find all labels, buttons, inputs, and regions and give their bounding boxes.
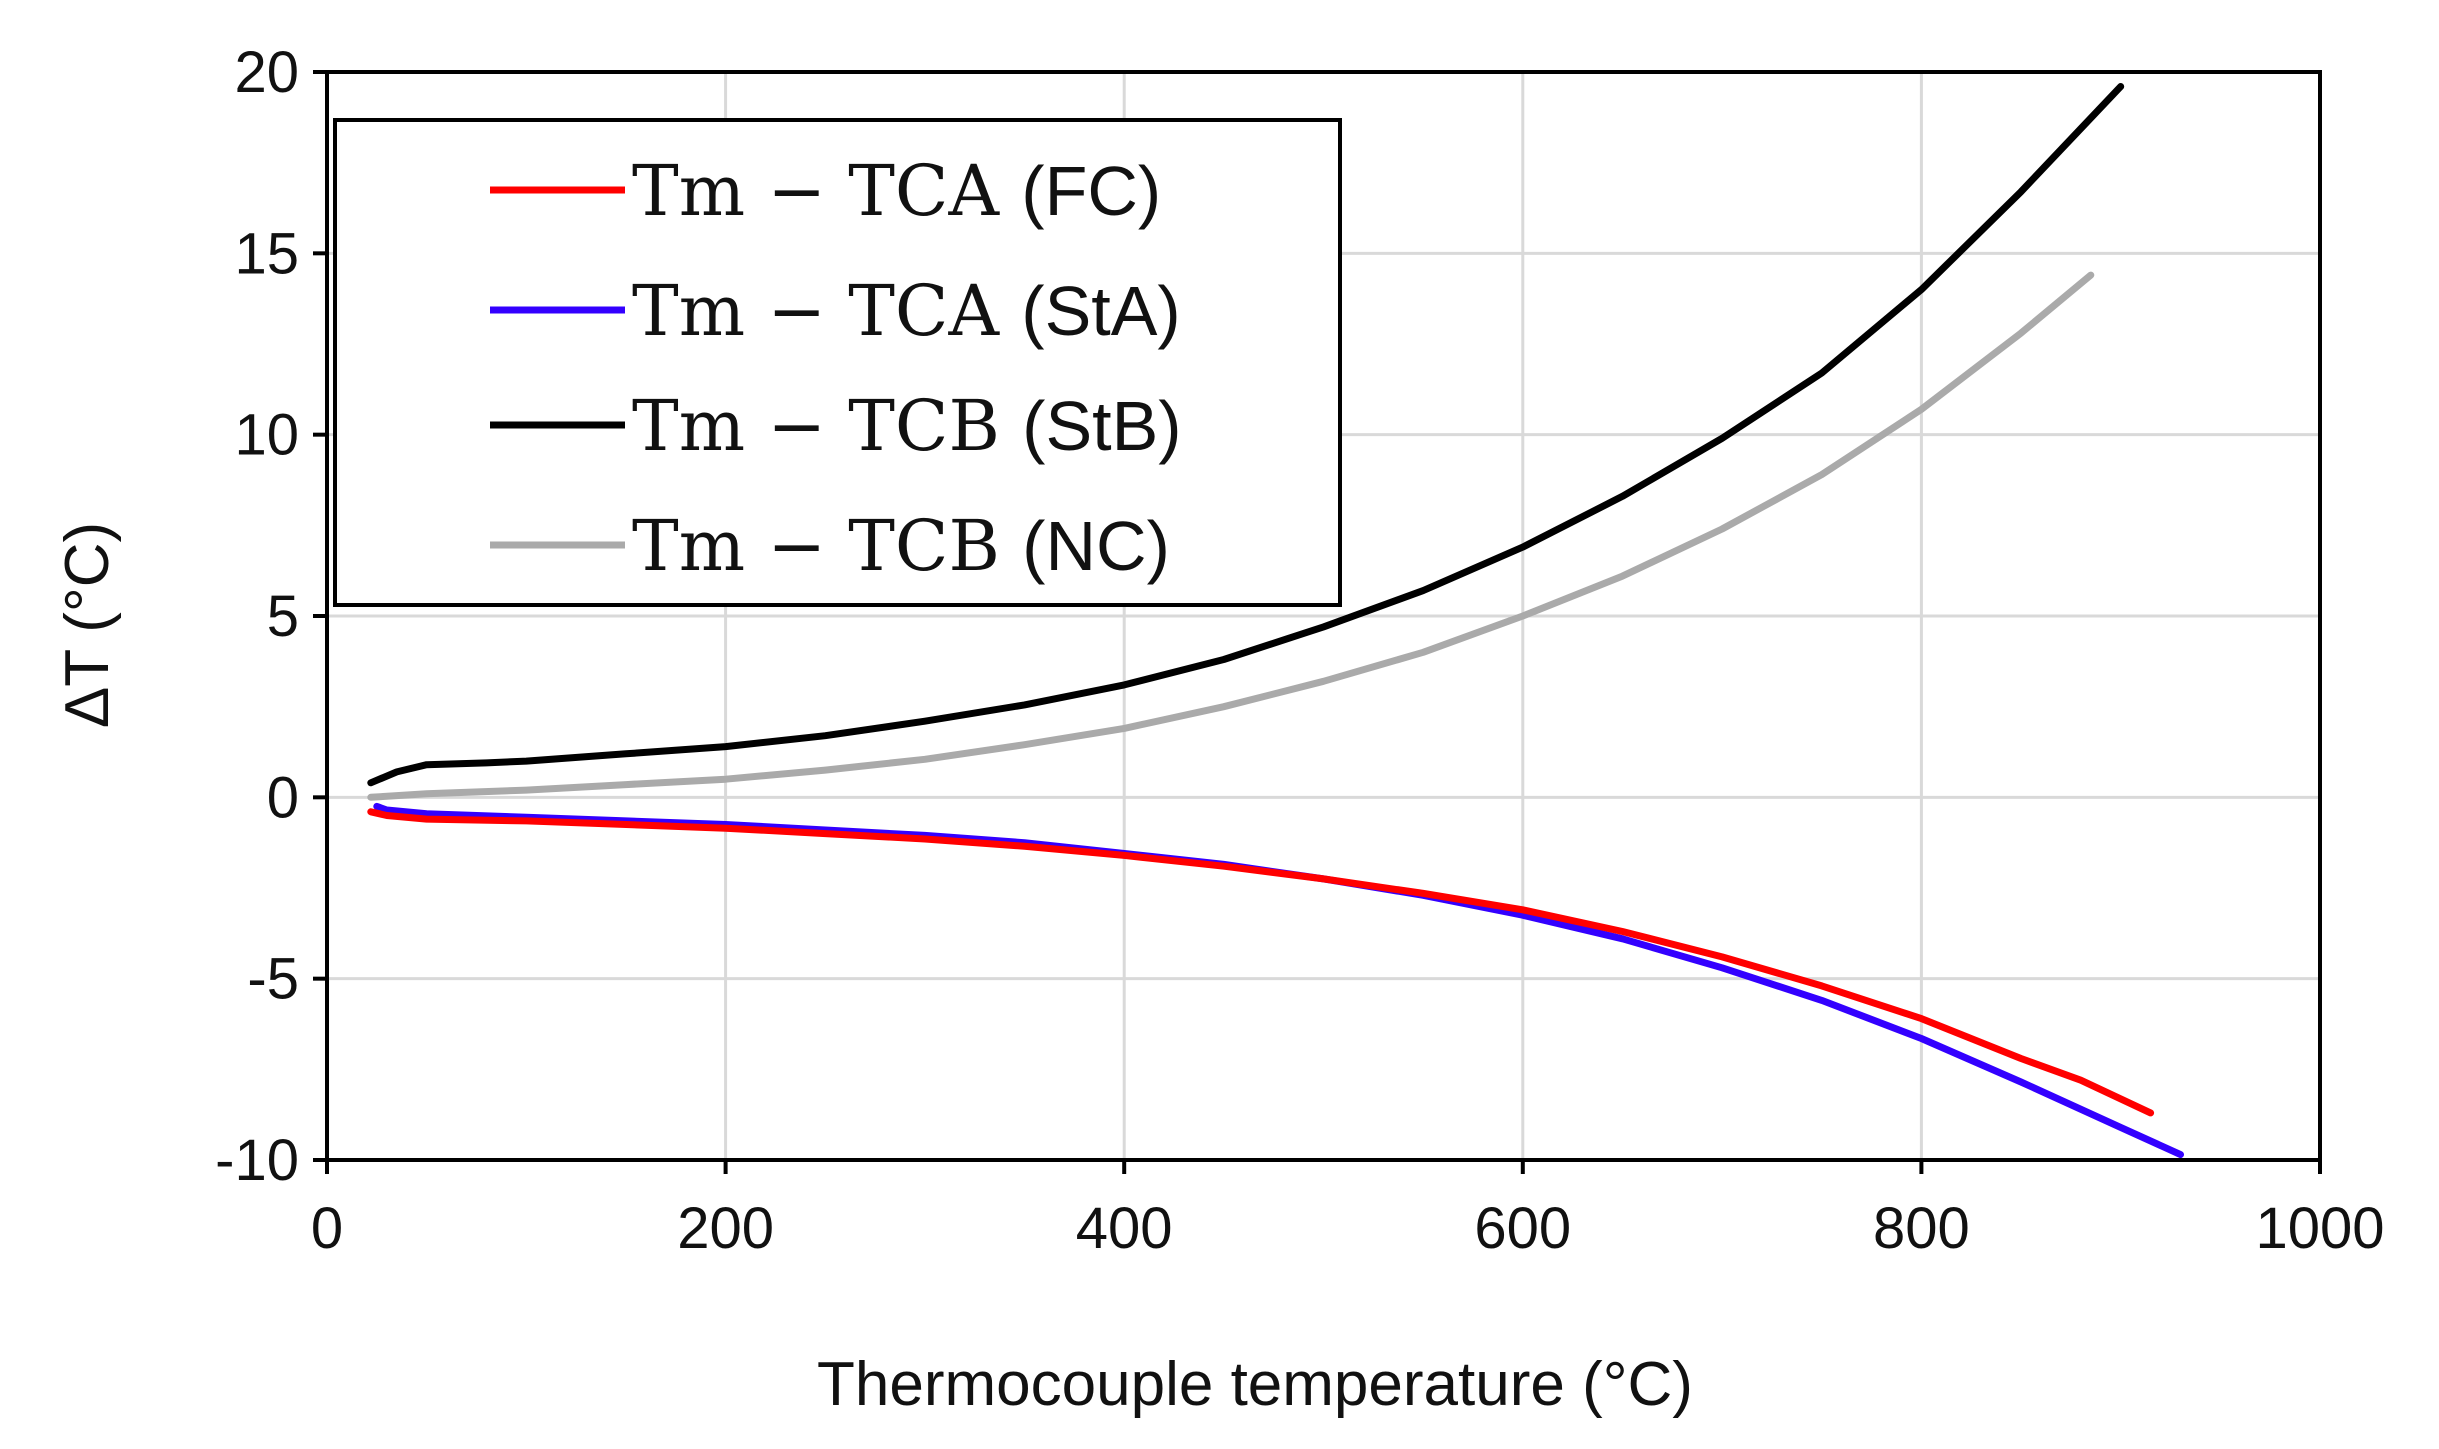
tick-labels: 0 200 400 600 800 1000 -10 -5 0 5 10 15 20 [215, 40, 2384, 1261]
legend-label-main: Tm − TCA [632, 270, 1021, 352]
x-tick-label: 200 [677, 1196, 774, 1261]
series-line-3 [367, 83, 2125, 787]
y-tick-label: 5 [267, 584, 299, 649]
y-axis-title: ΔT (°C) [53, 522, 122, 728]
legend: Tm − TCA (FC)Tm − TCA (StA)Tm − TCB (StB… [333, 118, 1342, 607]
x-tick-label: 400 [1076, 1196, 1173, 1261]
y-tick-label: -10 [215, 1128, 299, 1193]
x-axis-title: Thermocouple temperature (°C) [817, 1350, 1693, 1419]
legend-label-2: Tm − TCA (StA) [632, 270, 1181, 352]
legend-label-main: Tm − TCA [632, 150, 1021, 232]
y-tick-label: 0 [267, 765, 299, 830]
legend-label-paren: (StB) [1022, 387, 1181, 465]
legend-label-main: Tm − TCB [632, 505, 1022, 587]
x-tick-label: 800 [1873, 1196, 1970, 1261]
legend-label-1: Tm − TCA (FC) [632, 150, 1161, 232]
plot-frame [313, 70, 2322, 1174]
legend-label-paren: (StA) [1021, 272, 1180, 350]
series-lines [367, 83, 2184, 1159]
legend-label-main: Tm − TCB [632, 385, 1022, 467]
legend-label-paren: (FC) [1021, 152, 1161, 230]
legend-label-paren: (NC) [1022, 507, 1170, 585]
y-tick-label: 10 [234, 403, 299, 468]
y-tick-label: -5 [247, 947, 299, 1012]
legend-label-4: Tm − TCB (NC) [632, 505, 1170, 587]
x-tick-label: 600 [1474, 1196, 1571, 1261]
series-line-1 [367, 808, 2155, 1117]
series-line-4 [367, 271, 2095, 801]
legend-label-3: Tm − TCB (StB) [632, 385, 1182, 467]
y-tick-label: 15 [234, 221, 299, 286]
y-tick-label: 20 [234, 40, 299, 105]
x-tick-label: 1000 [2255, 1196, 2384, 1261]
x-tick-label: 0 [311, 1196, 343, 1261]
legend-box [333, 118, 1342, 607]
